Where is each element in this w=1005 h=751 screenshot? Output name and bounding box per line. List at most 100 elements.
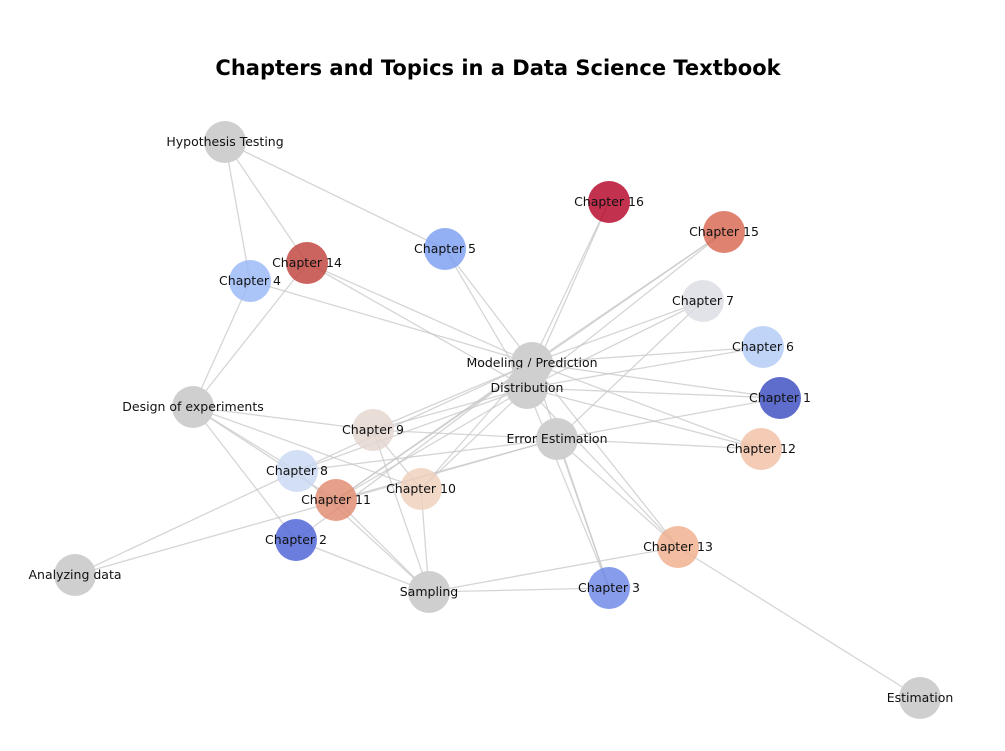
edge-dist-ch3 [526,387,610,589]
node-layer: Hypothesis Testing Chapter 16 Chapter 15 Ch… [28,121,953,719]
node-ch1: Chapter 1 [749,377,811,419]
node-label: Chapter 15 [689,224,759,239]
node-ch2: Chapter 2 [265,519,327,561]
node-label: Chapter 5 [414,241,476,256]
topic-node-circle [204,121,246,163]
node-label: Chapter 4 [219,273,281,288]
node-label: Estimation [887,690,954,705]
edge-layer [74,141,921,699]
node-ch4: Chapter 4 [219,260,281,302]
edge-err-ch8 [296,438,558,472]
edge-ch11-sampling [335,499,430,593]
node-estimation: Estimation [887,677,954,719]
chapter-node-circle [682,280,724,322]
edge-dist-ch8 [296,387,528,472]
node-label: Chapter 7 [672,293,734,308]
edge-model-ch13 [531,362,679,548]
node-analyze: Analyzing data [28,554,122,596]
chapter-node-circle [759,377,801,419]
node-label: Chapter 2 [265,532,327,547]
edge-ch7-model [531,300,704,364]
topic-node-circle [408,571,450,613]
edge-ch9-sampling [372,429,430,593]
chapter-node-circle [742,326,784,368]
edge-ch8-analyze [74,470,298,576]
node-err: Error Estimation [506,418,608,460]
edge-dist-ch13 [526,387,679,548]
chapter-node-circle [588,181,630,223]
edge-err-analyze [74,438,558,576]
edge-ch5-model [444,248,533,364]
node-dist: Distribution [491,367,563,409]
node-label: Chapter 1 [749,390,811,405]
node-label: Chapter 14 [272,255,342,270]
node-ch7: Chapter 7 [672,280,734,322]
edge-ch4-model [249,280,533,364]
topic-node-circle [899,677,941,719]
edge-err-ch9 [372,429,558,440]
node-label: Analyzing data [28,567,121,582]
topic-node-circle [536,418,578,460]
node-ch6: Chapter 6 [732,326,794,368]
edge-ch7-dist [526,300,704,389]
edge-dist-ch9 [372,387,528,431]
edge-ch14-dist [306,262,528,389]
node-ch12: Chapter 12 [726,428,796,470]
node-label: Error Estimation [506,431,607,446]
chapter-node-circle [740,428,782,470]
node-ch11: Chapter 11 [301,479,371,521]
edge-dist-ch11 [335,387,528,501]
node-label: Chapter 8 [266,463,328,478]
chapter-node-circle [588,567,630,609]
edge-ch13-estimation [677,546,921,699]
node-label: Hypothesis Testing [166,134,283,149]
node-label: Chapter 3 [578,580,640,595]
chapter-node-circle [315,479,357,521]
edge-ch14-doe [192,262,308,408]
edge-ch1-model [531,362,781,399]
node-sampling: Sampling [400,571,459,613]
edge-ch4-doe [192,280,251,408]
chapter-node-circle [424,228,466,270]
edge-ch15-dist [526,231,725,389]
node-label: Sampling [400,584,459,599]
node-ch9: Chapter 9 [342,409,404,451]
chapter-node-circle [275,519,317,561]
edge-ch12-model [531,362,762,450]
chapter-node-circle [229,260,271,302]
edge-ch2-sampling [295,539,430,593]
chapter-node-circle [703,211,745,253]
node-ch16: Chapter 16 [574,181,644,223]
node-label: Chapter 6 [732,339,794,354]
edge-ch12-dist [526,387,762,450]
edge-ch3-sampling [428,587,610,593]
node-ch13: Chapter 13 [643,526,713,568]
node-ch15: Chapter 15 [689,211,759,253]
edge-doe-ch10 [192,406,422,490]
edge-ch3-err [556,438,610,589]
node-label: Chapter 9 [342,422,404,437]
node-ch8: Chapter 8 [266,450,328,492]
graph-title: Chapters and Topics in a Data Science Te… [215,56,781,80]
edge-model-ch9 [372,362,533,431]
edge-model-ch8 [296,362,533,472]
node-label: Chapter 10 [386,481,456,496]
node-label: Chapter 16 [574,194,644,209]
node-ch14: Chapter 14 [272,242,342,284]
node-ch5: Chapter 5 [414,228,476,270]
edge-ch1-err [556,397,781,440]
edge-model-ch11 [335,362,533,501]
chapter-node-circle [657,526,699,568]
edge-hyp-ch5 [224,141,446,250]
chapter-node-circle [276,450,318,492]
edge-doe-ch2 [192,406,297,541]
node-label: Chapter 13 [643,539,713,554]
node-label: Chapter 12 [726,441,796,456]
node-doe: Design of experiments [122,386,264,428]
edge-doe-ch9 [192,406,374,431]
edge-ch6-dist [526,346,764,389]
chapter-node-circle [286,242,328,284]
edge-ch16-model [531,201,610,364]
topic-node-circle [172,386,214,428]
